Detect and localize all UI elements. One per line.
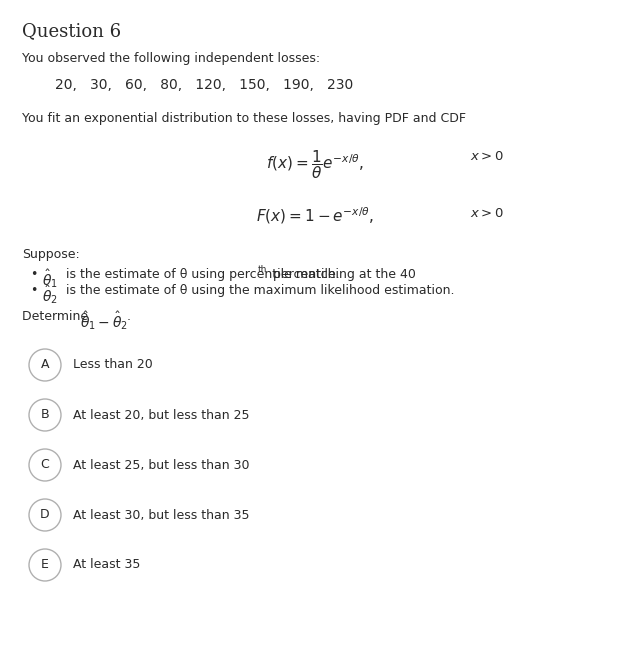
Text: is the estimate of θ using percentile matching at the 40: is the estimate of θ using percentile ma…: [62, 268, 416, 281]
Text: Suppose:: Suppose:: [22, 248, 80, 261]
Text: is the estimate of θ using the maximum likelihood estimation.: is the estimate of θ using the maximum l…: [62, 284, 454, 297]
Text: $x > 0$: $x > 0$: [470, 150, 504, 163]
Text: At least 25, but less than 30: At least 25, but less than 30: [73, 459, 249, 471]
Text: percentile.: percentile.: [269, 268, 340, 281]
Text: $x > 0$: $x > 0$: [470, 207, 504, 220]
Text: E: E: [41, 558, 49, 572]
Text: $\hat{\theta}_2$: $\hat{\theta}_2$: [42, 283, 58, 306]
Text: $\hat{\theta}_1 - \hat{\theta}_2$: $\hat{\theta}_1 - \hat{\theta}_2$: [80, 309, 128, 331]
Text: B: B: [41, 409, 49, 422]
Text: You observed the following independent losses:: You observed the following independent l…: [22, 52, 320, 65]
Text: D: D: [40, 508, 50, 521]
Text: You fit an exponential distribution to these losses, having PDF and CDF: You fit an exponential distribution to t…: [22, 112, 466, 125]
Text: Question 6: Question 6: [22, 22, 121, 40]
Text: At least 35: At least 35: [73, 558, 140, 572]
Text: A: A: [41, 358, 49, 372]
Text: .: .: [127, 310, 131, 323]
Text: 20,   30,   60,   80,   120,   150,   190,   230: 20, 30, 60, 80, 120, 150, 190, 230: [55, 78, 353, 92]
Text: At least 30, but less than 35: At least 30, but less than 35: [73, 508, 249, 521]
Text: •: •: [30, 268, 37, 281]
Text: Less than 20: Less than 20: [73, 358, 152, 372]
Text: C: C: [40, 459, 49, 471]
Text: •: •: [30, 284, 37, 297]
Text: $\hat{\theta}_1$: $\hat{\theta}_1$: [42, 267, 58, 290]
Text: $f(x) = \dfrac{1}{\theta}e^{-x/\theta},$: $f(x) = \dfrac{1}{\theta}e^{-x/\theta},$: [266, 148, 364, 181]
Text: $F(x) = 1 - e^{-x/\theta},$: $F(x) = 1 - e^{-x/\theta},$: [256, 205, 374, 226]
Text: At least 20, but less than 25: At least 20, but less than 25: [73, 409, 249, 422]
Text: th: th: [258, 265, 267, 274]
Text: Determine: Determine: [22, 310, 92, 323]
